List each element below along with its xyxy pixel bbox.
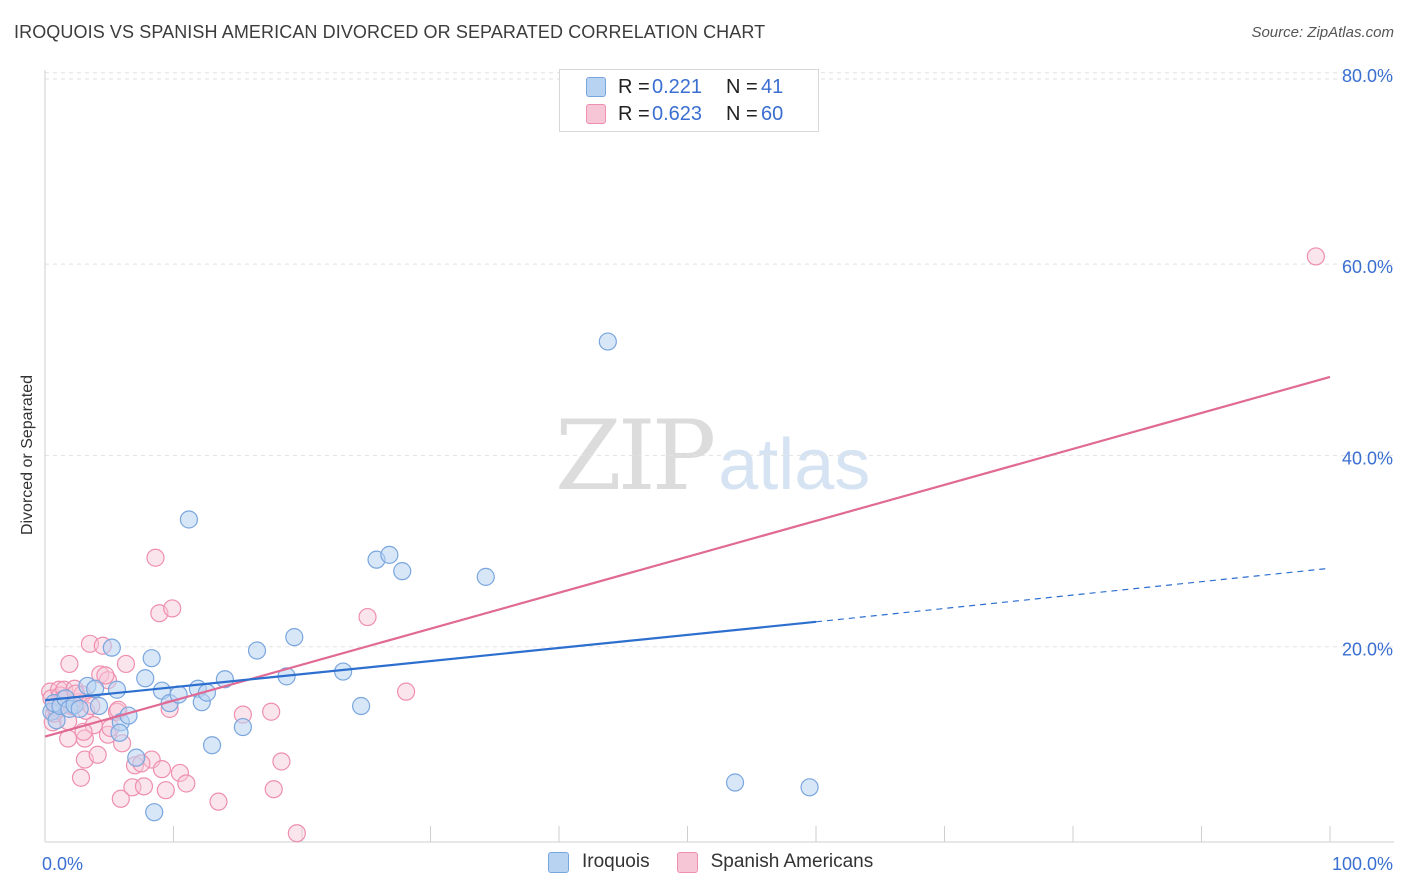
gridlines [45,72,1394,648]
data-point-spanish [358,607,377,627]
correlation-legend: R = 0.221 N = 41 R = 0.623 N = 60 [559,69,819,132]
data-point-spanish [264,780,283,799]
spanish-points [41,247,1325,843]
legend-label-spanish: Spanish Americans [710,851,874,872]
legend-r-value: 0.221 [652,75,703,98]
data-point-spanish [75,729,94,748]
legend-row-iroquois: R = 0.221 N = 41 [586,75,783,99]
data-point-iroquois [110,723,129,742]
legend-label-iroquois: Iroquois [582,851,650,872]
data-point-iroquois [352,696,371,716]
data-point-iroquois [380,545,399,564]
data-point-spanish [152,760,172,779]
data-point-spanish [170,763,190,783]
data-point-iroquois [107,680,127,699]
legend-r-value: 0.623 [652,102,703,125]
data-point-iroquois [179,510,199,529]
data-point-spanish [1306,247,1325,266]
data-point-iroquois [598,332,617,351]
y-tick-label: 20.0% [1342,640,1393,660]
data-point-spanish [262,702,281,721]
y-axis-label: Divorced or Separated [19,374,36,536]
legend-item-spanish: Spanish Americans [676,851,874,873]
data-point-spanish [177,774,196,793]
trend-line-iroquois [44,620,817,702]
data-point-spanish [60,654,79,674]
data-point-iroquois [800,778,819,797]
legend-swatch-spanish [676,851,698,873]
data-point-spanish [96,666,115,685]
data-point-iroquois [136,669,155,688]
data-point-iroquois [86,679,105,698]
data-point-spanish [71,768,91,787]
data-point-iroquois [247,641,267,660]
x-tick-label: 100.0% [1332,854,1393,874]
data-point-spanish [209,792,228,811]
legend-r-label: R = [618,75,650,98]
trend-line-spanish [44,375,1331,738]
data-point-iroquois [285,628,304,647]
data-point-iroquois [725,773,745,792]
y-tick-label: 80.0% [1342,66,1393,86]
data-point-spanish [134,777,154,796]
x-tick-label: 0.0% [42,854,83,874]
legend-r-label: R = [618,102,650,125]
data-point-iroquois [476,567,495,586]
data-point-iroquois [102,638,121,657]
zipatlas-watermark: ZIPatlas [555,400,870,512]
data-point-spanish [116,654,136,674]
watermark-atlas: atlas [718,425,871,505]
data-point-spanish [287,824,306,843]
data-point-iroquois [89,696,109,716]
series-legend: Iroquois Spanish Americans [548,851,900,873]
data-point-iroquois [145,803,164,822]
data-point-spanish [396,682,416,701]
y-tick-label: 60.0% [1342,257,1393,277]
watermark-zip: ZIP [555,400,716,512]
legend-n-value: 41 [761,75,784,98]
data-point-iroquois [142,649,161,668]
data-point-iroquois [127,748,146,767]
data-point-spanish [163,599,182,618]
data-point-iroquois [202,736,222,755]
legend-row-spanish: R = 0.623 N = 60 [586,102,783,126]
legend-swatch-iroquois [586,77,606,97]
y-tick-label: 40.0% [1342,448,1393,468]
data-point-iroquois [393,562,412,581]
legend-n-label: N = [726,102,758,125]
legend-n-label: N = [726,75,758,98]
data-point-spanish [156,781,175,800]
data-point-spanish [146,548,165,567]
source-label: Source: ZipAtlas.com [1251,24,1394,41]
legend-item-iroquois: Iroquois [548,851,650,873]
legend-swatch-iroquois [548,851,569,873]
data-point-spanish [88,745,107,764]
trend-lines [44,375,1331,738]
trend-line-iroquois-extension [815,567,1331,623]
legend-swatch-spanish [586,104,606,124]
tick-labels: 20.0% 40.0% 60.0% 80.0% 0.0% 100.0% [42,66,1393,874]
data-point-spanish [111,789,130,808]
data-point-iroquois [233,717,252,737]
iroquois-points [42,332,819,822]
data-point-iroquois [70,699,89,718]
data-point-spanish [272,752,291,771]
legend-n-value: 60 [761,102,784,125]
chart-title: IROQUOIS VS SPANISH AMERICAN DIVORCED OR… [14,22,766,42]
